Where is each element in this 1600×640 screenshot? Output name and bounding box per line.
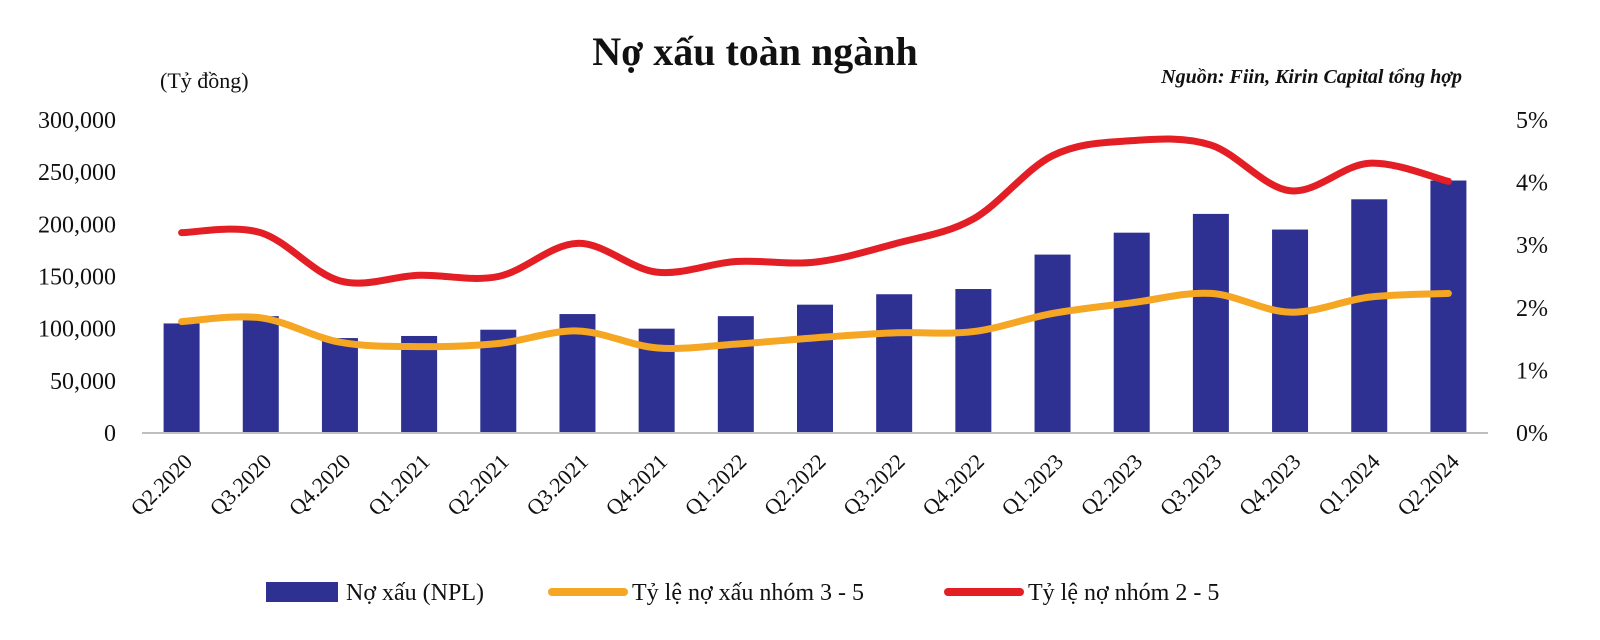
x-tick-label: Q2.2020 xyxy=(125,449,197,521)
y-left-unit-label: (Tỷ đồng) xyxy=(160,68,249,93)
x-tick-label: Q3.2023 xyxy=(1155,449,1227,521)
source-note: Nguồn: Fiin, Kirin Capital tổng hợp xyxy=(1160,66,1462,88)
npl-bar xyxy=(1113,232,1150,433)
y-left-tick-label: 250,000 xyxy=(38,160,116,186)
y-right-tick-label: 1% xyxy=(1516,358,1548,384)
y-right-tick-label: 2% xyxy=(1516,296,1548,322)
y-left-tick-label: 200,000 xyxy=(38,212,116,238)
x-tick-label: Q3.2022 xyxy=(838,449,910,521)
npl-bar xyxy=(163,323,200,433)
x-axis: Q2.2020 Q3.2020 Q4.2020 Q1.2021 Q2.2021 Q3.20… xyxy=(125,449,1464,521)
y-left-tick-label: 150,000 xyxy=(38,265,116,291)
x-tick-label: Q2.2021 xyxy=(442,449,514,521)
npl-bar xyxy=(1351,199,1388,433)
debt-ratio-2-5-line xyxy=(178,135,1452,287)
ratio-lines xyxy=(178,135,1452,352)
npl-bar xyxy=(1430,180,1467,433)
npl-bar xyxy=(717,316,754,433)
x-tick-label: Q4.2020 xyxy=(284,449,356,521)
y-right-axis: 0% 1% 2% 3% 4% 5% xyxy=(1516,108,1548,447)
y-left-tick-label: 300,000 xyxy=(38,108,116,134)
x-tick-label: Q1.2024 xyxy=(1313,449,1385,521)
x-tick-label: Q3.2020 xyxy=(205,449,277,521)
legend-label: Tỷ lệ nợ xấu nhóm 3 - 5 xyxy=(632,580,864,606)
npl-bar xyxy=(1272,229,1309,433)
y-left-tick-label: 0 xyxy=(104,421,116,447)
y-left-tick-label: 100,000 xyxy=(38,317,116,343)
y-right-tick-label: 0% xyxy=(1516,421,1548,447)
npl-bar xyxy=(1192,213,1229,433)
npl-bar xyxy=(321,338,358,433)
y-right-tick-label: 5% xyxy=(1516,108,1548,134)
x-tick-label: Q1.2023 xyxy=(996,449,1068,521)
npl-bar xyxy=(242,316,279,433)
x-tick-label: Q2.2024 xyxy=(1392,449,1464,521)
x-tick-label: Q4.2023 xyxy=(1234,449,1306,521)
y-left-tick-label: 50,000 xyxy=(50,369,116,395)
x-tick-label: Q1.2021 xyxy=(363,449,435,521)
npl-bar xyxy=(401,335,438,433)
y-left-axis: 0 50,000 100,000 150,000 200,000 250,000 300,0… xyxy=(38,108,116,447)
npl-bars xyxy=(163,180,1467,433)
x-tick-label: Q2.2022 xyxy=(759,449,831,521)
x-tick-label: Q1.2022 xyxy=(680,449,752,521)
x-tick-label: Q3.2021 xyxy=(521,449,593,521)
x-tick-label: Q2.2023 xyxy=(1076,449,1148,521)
x-tick-label: Q4.2022 xyxy=(917,449,989,521)
npl-bar xyxy=(876,294,913,433)
npl-ratio-3-5-line xyxy=(178,289,1452,352)
npl-bar xyxy=(955,289,992,433)
npl-bar xyxy=(797,304,833,433)
legend-label: Tỷ lệ nợ nhóm 2 - 5 xyxy=(1028,580,1219,606)
y-right-tick-label: 4% xyxy=(1516,171,1548,197)
y-right-tick-label: 3% xyxy=(1516,233,1548,259)
legend-swatch-npl xyxy=(266,582,338,602)
legend-label: Nợ xấu (NPL) xyxy=(346,580,484,606)
x-tick-label: Q4.2021 xyxy=(600,449,672,521)
chart-title: Nợ xấu toàn ngành xyxy=(592,29,918,74)
npl-bar xyxy=(1034,254,1071,433)
legend: Nợ xấu (NPL) Tỷ lệ nợ xấu nhóm 3 - 5 Tỷ lệ… xyxy=(266,580,1219,606)
